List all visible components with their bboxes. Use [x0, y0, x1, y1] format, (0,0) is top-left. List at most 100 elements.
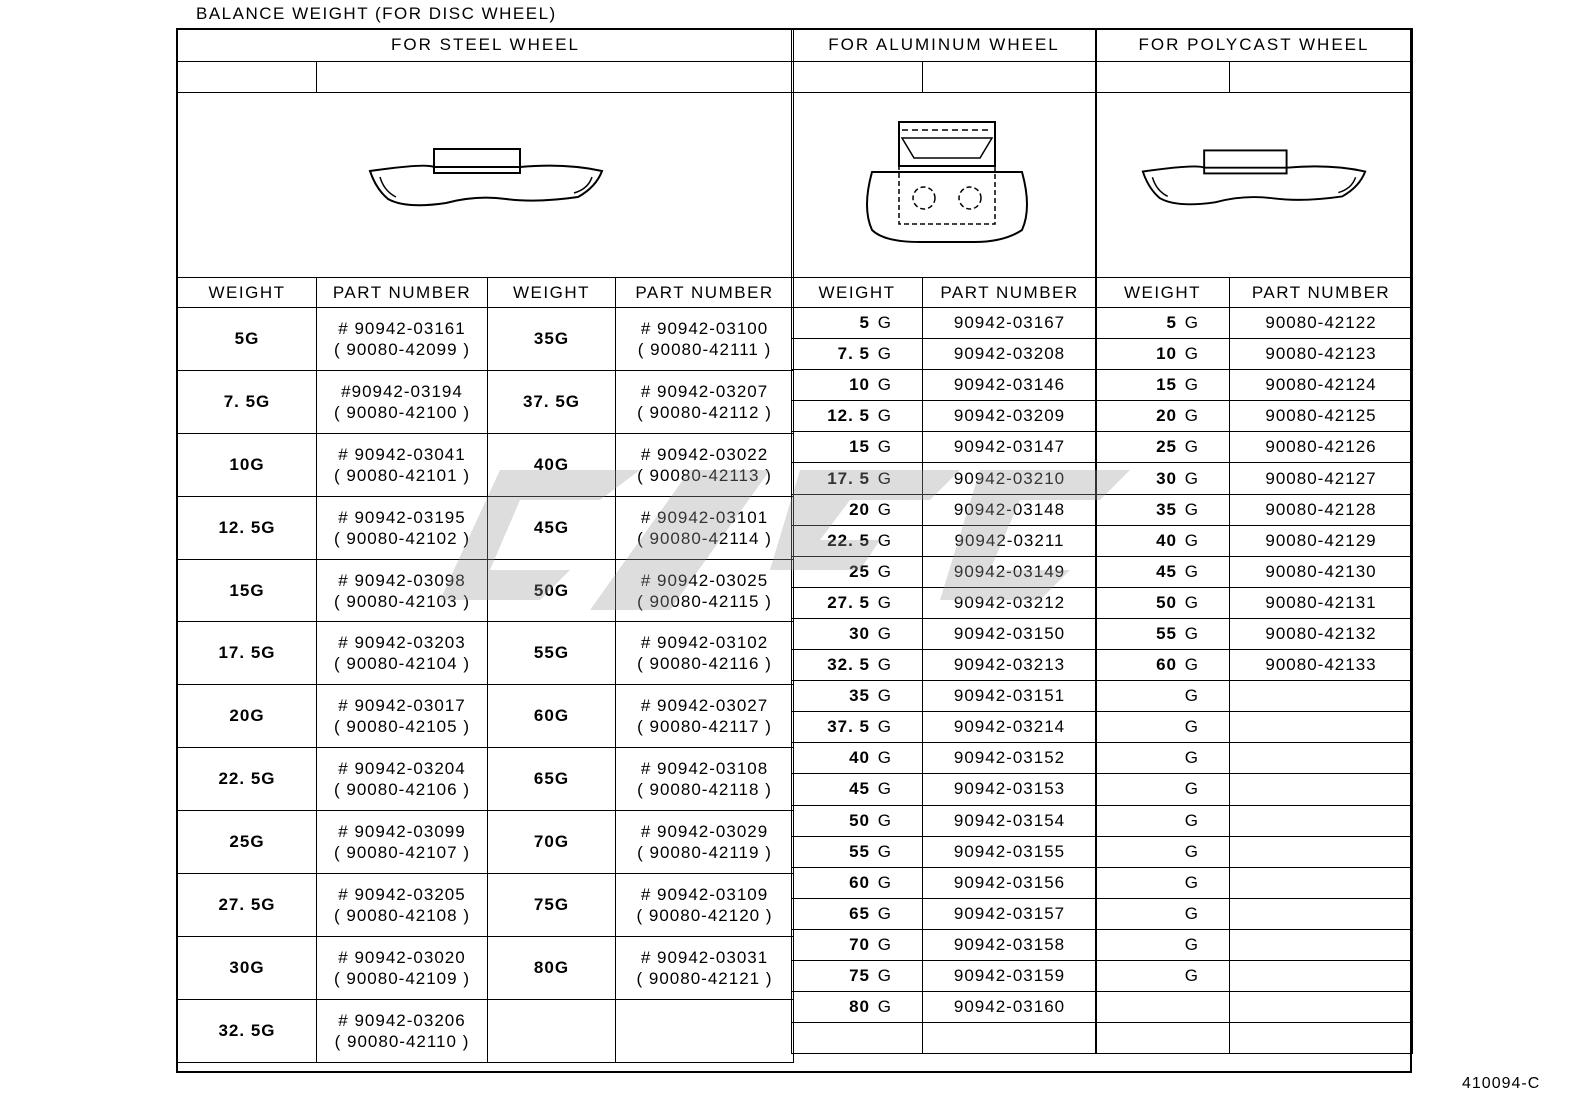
weight-value: 5 [1166, 313, 1177, 333]
part-number-cell: 90942-03213 [922, 649, 1097, 682]
part-number-cell [1228, 991, 1414, 1024]
weight-unit: G [1184, 872, 1199, 892]
part-number-cell: 90942-03208 [922, 338, 1097, 371]
table-row: 5G # 90942-03161( 90080-42099 ) 35G # 90942… [177, 307, 795, 371]
weight-cell: 45G [487, 495, 616, 560]
weight-value: 12. 5 [827, 406, 870, 426]
weight-value: 50 [1156, 592, 1177, 612]
weight-value: 45 [1156, 561, 1177, 581]
weight-cell [791, 1022, 923, 1055]
table-row: 32. 5G # 90942-03206( 90080-42110 ) [177, 998, 795, 1063]
table-row: 20 G 90942-03148 [791, 493, 1097, 526]
table-row: 25G # 90942-03099( 90080-42107 ) 70G # 9094… [177, 810, 795, 875]
weight-cell: G [1095, 804, 1230, 837]
weight-unit: G [877, 966, 892, 986]
part-number-cell [1228, 742, 1414, 775]
weight-unit: G [1184, 406, 1199, 426]
part-number-cell: 90942-03152 [922, 742, 1097, 775]
table-row: 5 G 90942-03167 [791, 306, 1097, 340]
part-number: # 90942-03029 [640, 822, 769, 842]
table-row: 27. 5 G 90942-03212 [791, 586, 1097, 619]
col-header-part-number: PART NUMBER [922, 277, 1097, 308]
part-number: # 90942-03017 [338, 696, 466, 716]
table-row [791, 1022, 1097, 1055]
weight-cell: G [1095, 742, 1230, 775]
part-number-cell: 90942-03167 [922, 306, 1097, 340]
weight-cell: 35 G [791, 680, 923, 713]
part-number-cell: 90942-03158 [922, 928, 1097, 961]
alt-part-number: ( 90080-42106 ) [334, 780, 470, 800]
part-number: # 90942-03206 [338, 1010, 466, 1030]
part-number: # 90942-03102 [640, 633, 769, 653]
part-number-cell: 90942-03154 [922, 804, 1097, 837]
table-row: 25 G 90942-03149 [791, 555, 1097, 588]
alt-part-number: ( 90080-42099 ) [334, 339, 470, 359]
weight-unit: G [1184, 592, 1199, 612]
table-row: 45 G 90080-42130 [1095, 555, 1414, 588]
part-number-cell: # 90942-03099( 90080-42107 ) [316, 810, 488, 875]
weight-cell: G [1095, 928, 1230, 961]
weight-unit: G [877, 934, 892, 954]
polycast-heading: FOR POLYCAST WHEEL [1094, 28, 1414, 62]
weight-unit: G [877, 592, 892, 612]
figure-code: 410094-C [1462, 1075, 1541, 1092]
weight-value: 80 [849, 997, 870, 1017]
weight-cell: G [1095, 835, 1230, 868]
polycast-weight-drawing [1094, 92, 1414, 278]
table-row: 30 G 90080-42127 [1095, 462, 1414, 495]
part-number-cell: # 90942-03109( 90080-42120 ) [614, 873, 795, 937]
weight-cell: 65G [487, 747, 616, 812]
weight-cell: 70 G [791, 928, 923, 961]
alt-part-number: ( 90080-42107 ) [334, 843, 470, 863]
weight-cell: 7. 5G [177, 369, 317, 434]
weight-value: 15 [1156, 375, 1177, 395]
table-row: 35 G 90942-03151 [791, 680, 1097, 713]
part-number: # 90942-03031 [640, 947, 769, 967]
part-number-cell: # 90942-03027( 90080-42117 ) [614, 684, 795, 749]
table-row: 10 G 90942-03146 [791, 369, 1097, 402]
table-row: 50 G 90942-03154 [791, 804, 1097, 837]
part-number: # 90942-03203 [338, 633, 466, 653]
part-number-cell: 90942-03148 [922, 493, 1097, 526]
part-number-cell: 90942-03160 [922, 991, 1097, 1024]
part-number-cell: # 90942-03100( 90080-42111 ) [614, 307, 795, 371]
weight-unit: G [1184, 561, 1199, 581]
weight-cell: 10 G [791, 369, 923, 402]
weight-cell: 25G [177, 810, 317, 875]
weight-cell: 55 G [791, 835, 923, 868]
blank-cell [922, 61, 1097, 93]
part-number-cell [1228, 866, 1414, 899]
weight-cell: G [1095, 866, 1230, 899]
table-row: 15G # 90942-03098( 90080-42103 ) 50G # 9094… [177, 558, 795, 623]
weight-unit: G [877, 655, 892, 675]
weight-value: 55 [849, 841, 870, 861]
part-number-cell [1228, 680, 1414, 713]
weight-unit: G [877, 810, 892, 830]
weight-cell: 27. 5G [177, 873, 317, 937]
alt-part-number: ( 90080-42102 ) [334, 528, 470, 548]
weight-unit: G [877, 406, 892, 426]
table-row [1095, 1022, 1414, 1055]
weight-cell: G [1095, 773, 1230, 806]
weight-unit: G [877, 437, 892, 457]
table-row: 30 G 90942-03150 [791, 617, 1097, 651]
table-row: 17. 5 G 90942-03210 [791, 462, 1097, 495]
weight-unit: G [1184, 375, 1199, 395]
weight-value: 40 [849, 748, 870, 768]
weight-unit: G [1184, 344, 1199, 364]
part-number-cell: # 90942-03041( 90080-42101 ) [316, 432, 488, 497]
weight-unit: G [1184, 903, 1199, 923]
part-number-cell: 90080-42123 [1228, 338, 1414, 371]
weight-value: 27. 5 [827, 592, 870, 612]
part-number-cell: #90942-03194( 90080-42100 ) [316, 369, 488, 434]
clip-on-weight-icon [1141, 148, 1367, 205]
steel-heading: FOR STEEL WHEEL [176, 28, 795, 62]
blank-cell [315, 61, 795, 93]
weight-unit: G [1184, 437, 1199, 457]
alt-part-number: ( 90080-42121 ) [636, 968, 773, 988]
weight-value: 70 [849, 934, 870, 954]
